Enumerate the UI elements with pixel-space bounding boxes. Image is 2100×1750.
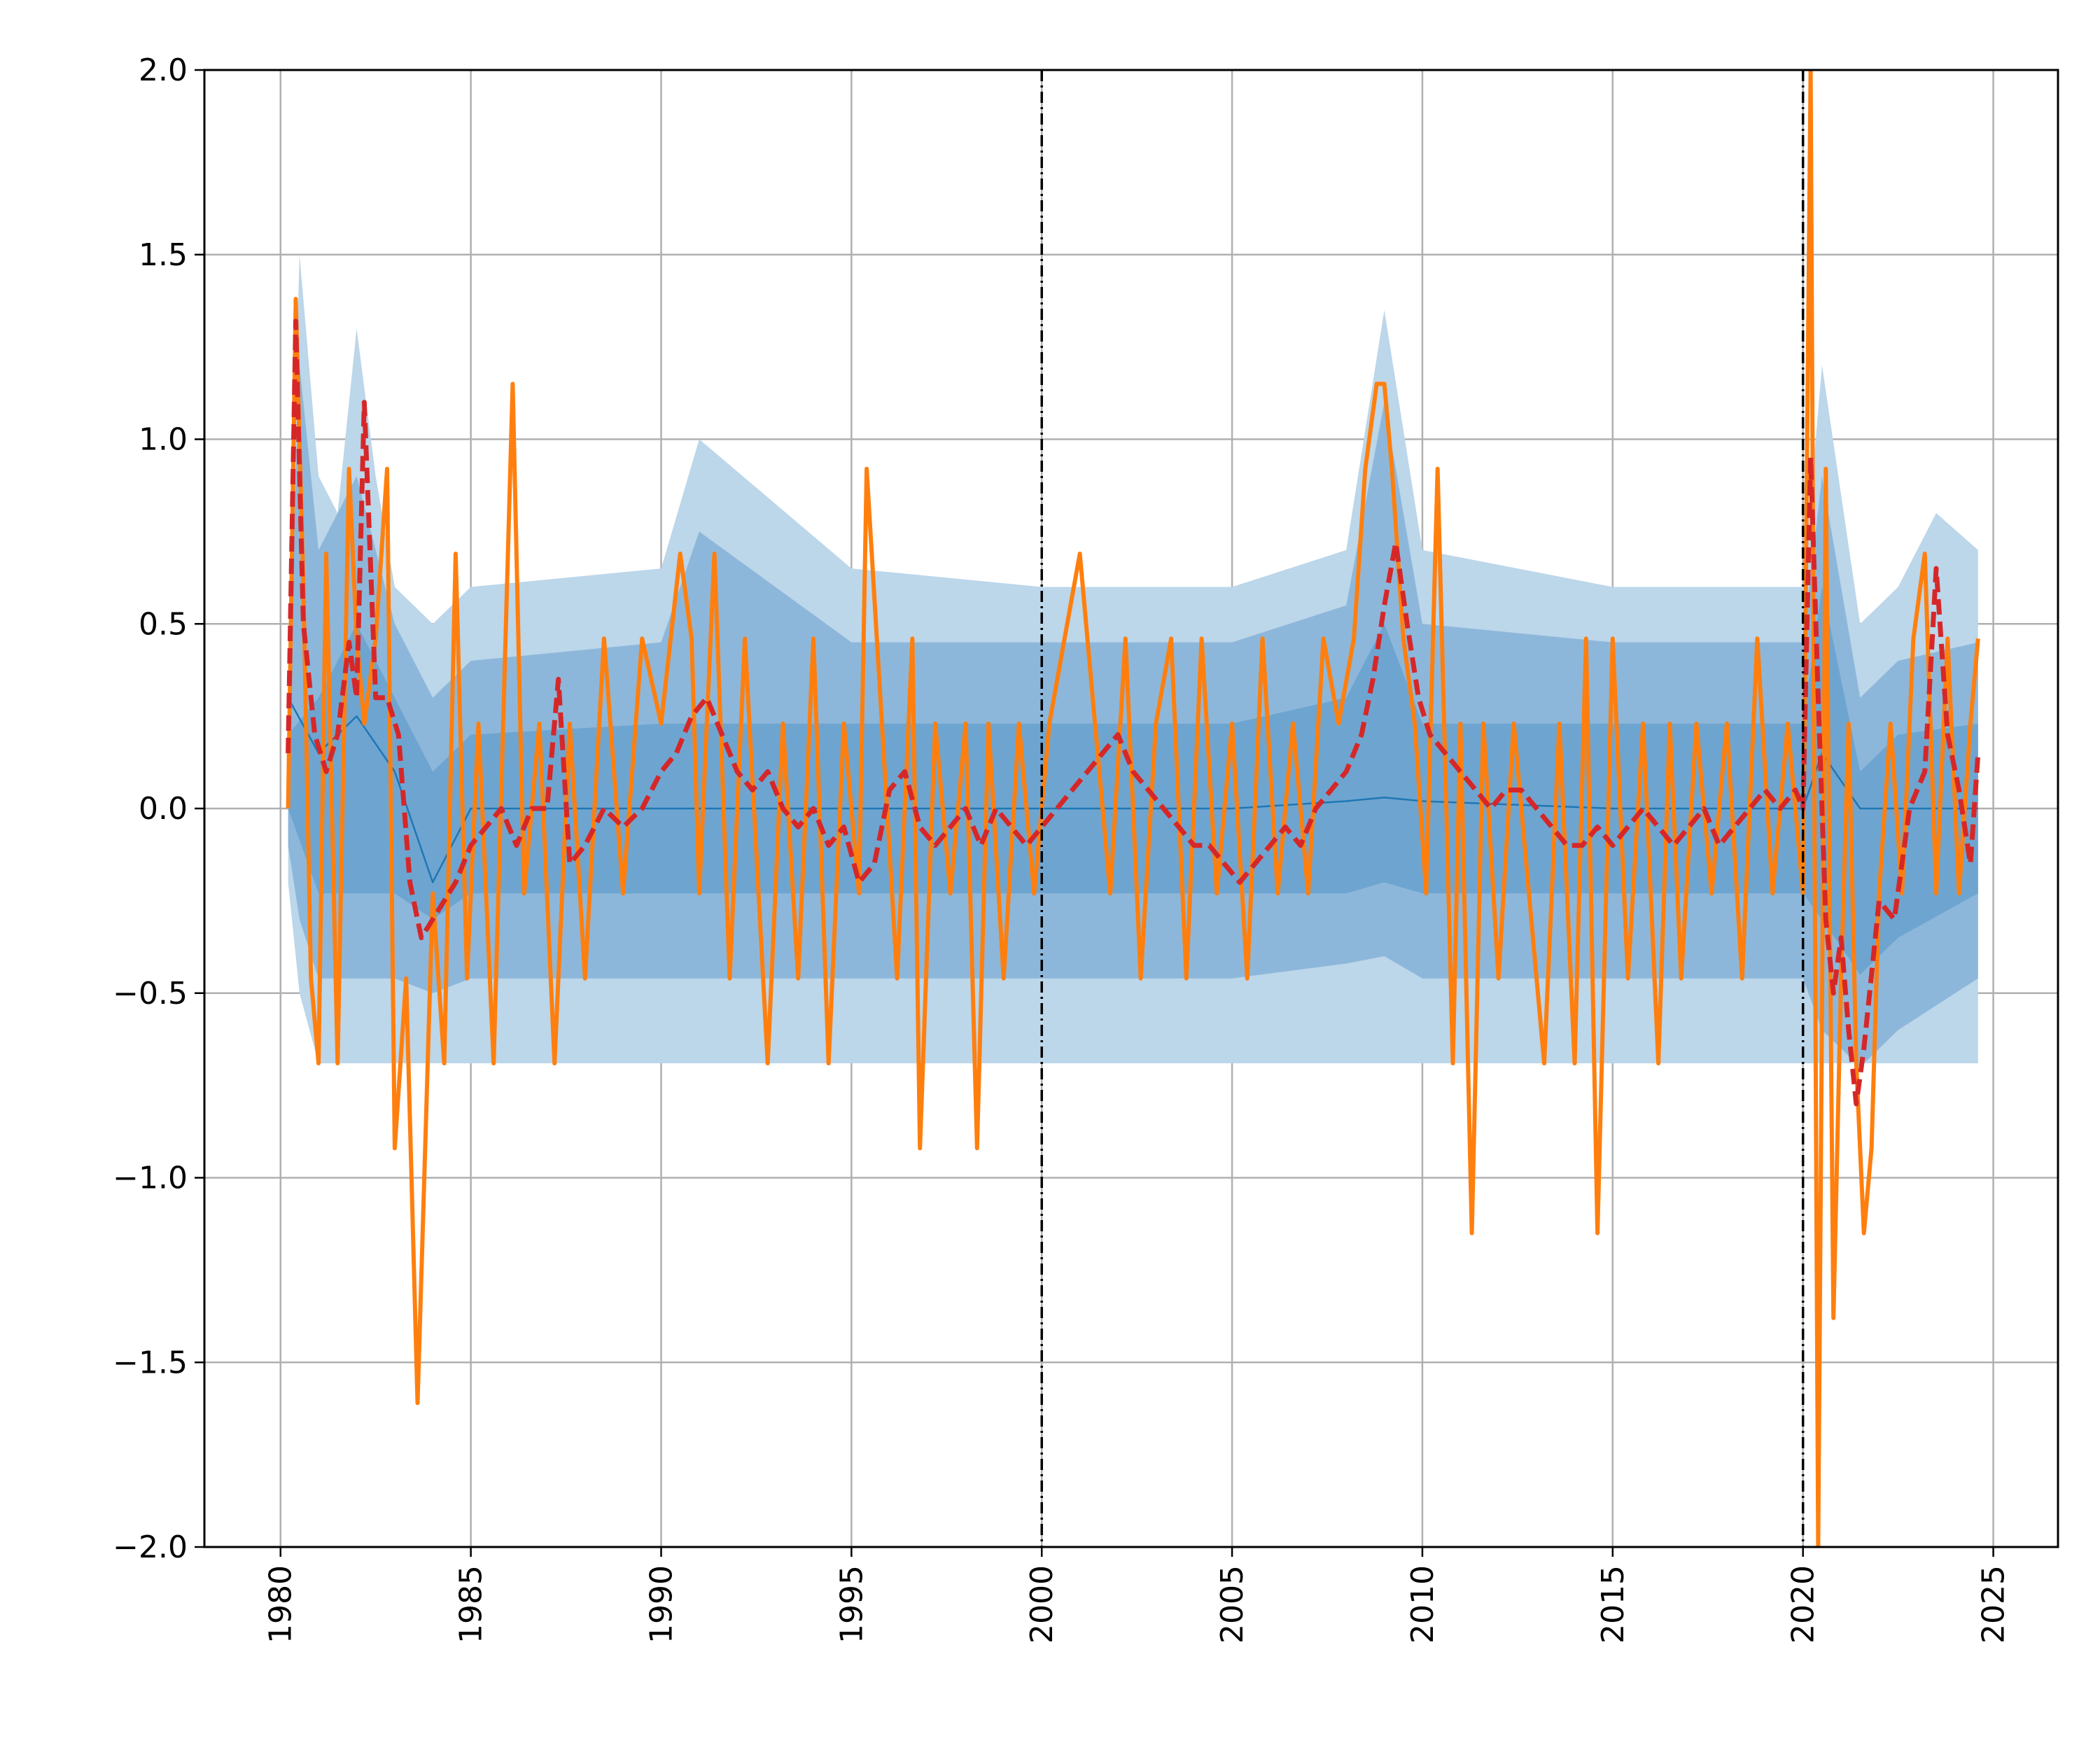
y-axis: 2.0 1.5 1.0 0.5 0.0 −0.5 −1.0 −1.5 −2.0 [113, 52, 204, 1565]
x-tick-label: 1985 [454, 1565, 489, 1644]
y-tick-label: −2.0 [113, 1530, 188, 1565]
x-tick-label: 2025 [1976, 1565, 2012, 1644]
x-tick-label: 2000 [1024, 1565, 1060, 1644]
series-line-prediction [286, 318, 1981, 1107]
x-tick-label: 2020 [1786, 1565, 1821, 1644]
x-tick-label: 1995 [834, 1565, 869, 1644]
y-tick-label: 0.5 [139, 606, 188, 642]
y-tick-label: −1.5 [113, 1345, 188, 1380]
y-tick-label: −1.0 [113, 1161, 188, 1196]
series-line-observed [286, 70, 1980, 1547]
series-lines [286, 70, 1981, 1547]
x-tick-label: 1990 [643, 1565, 679, 1644]
y-tick-label: 2.0 [139, 52, 188, 88]
x-axis: 1980 1985 1990 1995 2000 2005 2010 2015 2020 2025 [263, 1547, 2012, 1644]
y-tick-label: −0.5 [113, 976, 188, 1011]
y-tick-label: 1.0 [139, 422, 188, 458]
y-tick-label: 0.0 [139, 791, 188, 827]
y-tick-label: 1.5 [139, 237, 188, 273]
reference-vlines [1040, 70, 1805, 1547]
x-tick-label: 2015 [1595, 1565, 1631, 1644]
x-tick-label: 1980 [263, 1565, 299, 1644]
interval-bands [288, 254, 1978, 1068]
x-tick-label: 2010 [1405, 1565, 1441, 1644]
x-tick-label: 2005 [1214, 1565, 1250, 1644]
